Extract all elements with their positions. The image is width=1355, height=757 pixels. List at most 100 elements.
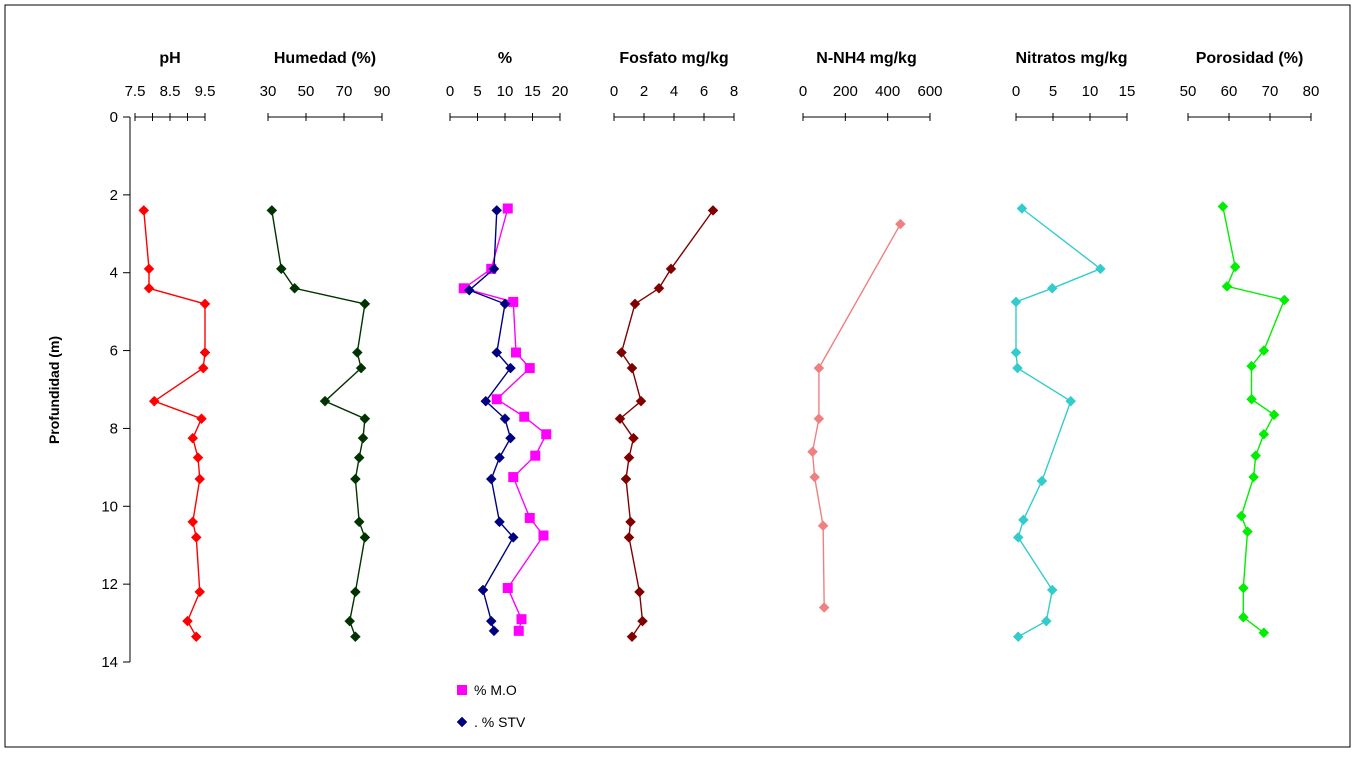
data-point-square (524, 512, 535, 523)
x-tick-label: 15 (1119, 83, 1136, 100)
series-line (143, 210, 206, 638)
series (463, 205, 519, 637)
data-point-square (491, 394, 502, 405)
data-point-diamond (485, 615, 497, 627)
data-point-diamond (635, 395, 647, 407)
data-point-diamond (359, 413, 371, 425)
series (266, 205, 371, 643)
x-tick-label: 8.5 (160, 83, 181, 100)
data-point-diamond (319, 395, 331, 407)
panel-title: Humedad (%) (274, 50, 376, 67)
data-point-diamond (1237, 582, 1249, 594)
data-point-diamond (196, 413, 207, 425)
x-tick-label: 600 (917, 83, 942, 100)
data-point-diamond (494, 452, 505, 463)
data-point-diamond (1018, 514, 1029, 526)
data-point-diamond (625, 516, 636, 528)
data-point-diamond (199, 347, 211, 358)
panel-title: Nitratos mg/kg (1015, 50, 1127, 67)
x-tick-label: 30 (260, 83, 277, 100)
data-point-diamond (1258, 345, 1270, 356)
data-point-diamond (289, 282, 300, 294)
data-point-diamond (505, 362, 516, 374)
data-point-square (524, 363, 535, 374)
data-point-diamond (275, 263, 287, 275)
data-point-diamond (1237, 611, 1249, 623)
data-point-diamond (194, 586, 206, 598)
data-point-square (513, 625, 524, 636)
series (1010, 203, 1106, 643)
panel-6: Nitratos mg/kg 0 5 10 15 (1010, 50, 1136, 643)
data-point-diamond (1016, 203, 1028, 214)
data-point-diamond (1095, 263, 1106, 275)
data-point-diamond (634, 586, 645, 598)
y-tick-label: 12 (101, 576, 118, 593)
data-point-diamond (143, 263, 155, 275)
data-point-diamond (1278, 294, 1290, 306)
data-point-diamond (1046, 584, 1058, 596)
series (1217, 201, 1290, 639)
data-point-diamond (491, 347, 503, 358)
data-point-diamond (817, 520, 829, 532)
panel-7: Porosidad (%) 50 60 70 80 (1180, 50, 1320, 639)
legend-item: % M.O (457, 682, 517, 698)
data-point-diamond (1010, 296, 1022, 308)
data-point-square (508, 296, 519, 307)
data-point-diamond (809, 471, 820, 483)
y-tick-label: 10 (101, 498, 118, 515)
data-point-diamond (456, 716, 468, 728)
data-point-square (519, 411, 530, 422)
x-tick-label: 80 (1303, 83, 1320, 100)
data-point-diamond (190, 532, 202, 543)
data-point-diamond (192, 452, 204, 463)
data-point-diamond (355, 362, 367, 374)
series (614, 205, 719, 643)
data-point-square (502, 583, 513, 594)
data-point-diamond (629, 298, 641, 310)
data-point-square (458, 283, 469, 294)
panel-title: % (498, 50, 512, 67)
data-point-diamond (350, 631, 361, 643)
data-point-diamond (505, 432, 516, 444)
data-point-diamond (344, 615, 356, 627)
data-point-diamond (895, 218, 906, 230)
data-point-diamond (626, 631, 638, 643)
data-point-diamond (626, 362, 638, 374)
data-point-diamond (665, 263, 677, 275)
x-tick-label: 0 (1012, 83, 1020, 100)
data-point-square (511, 347, 521, 358)
series-line (619, 209, 714, 638)
data-point-diamond (359, 298, 371, 310)
y-tick-label: 0 (110, 109, 118, 126)
y-tick-label: 6 (110, 343, 118, 360)
data-point-diamond (1012, 532, 1024, 543)
x-tick-label: 10 (497, 83, 514, 100)
data-point-diamond (1229, 261, 1241, 273)
series-line (271, 210, 366, 637)
data-point-diamond (620, 473, 632, 485)
x-tick-label: 2 (640, 83, 648, 100)
data-point-diamond (499, 298, 511, 310)
data-point-square (530, 450, 541, 461)
data-point-diamond (1242, 526, 1253, 537)
data-point-diamond (1250, 450, 1262, 462)
legend: % M.O . % STV (456, 682, 526, 730)
data-point-diamond (623, 452, 635, 463)
x-tick-label: 5 (473, 83, 481, 100)
data-point-diamond (197, 362, 209, 374)
data-point-diamond (187, 516, 199, 528)
data-point-diamond (614, 413, 626, 425)
data-point-diamond (1246, 393, 1257, 405)
panel-title: pH (159, 50, 180, 67)
data-point-square (457, 685, 467, 695)
x-tick-label: 0 (446, 83, 454, 100)
x-tick-label: 50 (1180, 83, 1197, 100)
data-point-diamond (351, 347, 363, 358)
x-tick-label: 70 (336, 83, 353, 100)
data-point-diamond (1046, 282, 1058, 294)
data-point-square (508, 472, 519, 483)
x-tick-label: 400 (875, 83, 900, 100)
data-point-diamond (628, 432, 639, 444)
data-point-diamond (637, 615, 648, 627)
x-tick-label: 9.5 (195, 83, 216, 100)
